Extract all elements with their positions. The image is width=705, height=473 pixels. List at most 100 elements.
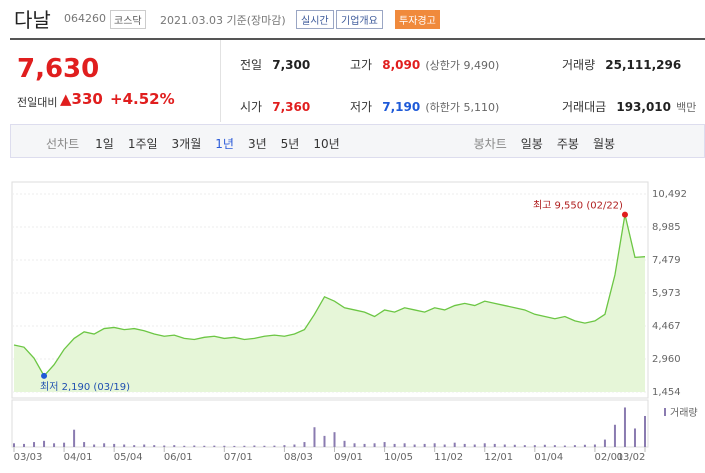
period-tab[interactable]: 10년 [313,137,340,151]
period-tab[interactable]: 1년 [215,137,234,151]
period-tab[interactable]: 1일 [95,137,114,151]
volume-legend-swatch [664,408,666,416]
cell-extra: 백만 [676,101,697,114]
change-label: 전일대비 [17,96,58,109]
volume-bar [73,429,76,447]
volume-bar [333,432,336,447]
volume-bar [513,444,516,447]
volume-bar [153,445,156,447]
volume-bar [353,443,356,447]
volume-bar [443,444,446,447]
tab-bar [10,124,705,158]
cell-extra: (상한가 9,490) [425,59,500,72]
x-tick-label: 10/05 [384,452,413,463]
volume-bar [373,443,376,447]
volume-frame [11,399,649,448]
y-tick-label: 4,467 [652,321,681,332]
volume-bar [163,445,166,447]
x-tick-label: 06/01 [164,452,193,463]
volume-bar [343,440,346,447]
volume-bar [573,445,576,447]
x-tick-label: 05/04 [114,452,143,463]
stock-name: 다날 [14,8,51,32]
volume-bar [613,424,616,447]
low-label: 최저 2,190 (03/19) [40,381,130,393]
volume-bar [273,445,276,447]
cell: 거래량 25,111,296 [562,54,681,73]
y-tick-label: 5,973 [652,288,681,299]
volume-bar [283,445,286,447]
volume-bar [533,445,536,447]
cell-value: 8,090 [382,58,421,72]
realtime-button[interactable]: 실시간 [296,10,334,29]
x-tick-label: 04/01 [64,452,93,463]
cell-label: 저가 [350,100,373,114]
cell-label: 고가 [350,58,373,72]
warning-badge: 투자경고 [395,10,440,29]
volume-bar [583,444,586,447]
volume-bar [23,443,26,447]
volume-bar [303,442,306,447]
x-tick-label: 07/01 [224,452,253,463]
y-tick-label: 8,985 [652,222,681,233]
volume-bar [13,443,15,447]
y-tick-label: 1,454 [652,387,681,398]
volume-bar [83,442,86,447]
x-tick-label: 11/02 [434,452,463,463]
volume-bar [253,445,256,447]
cell: 거래대금 193,010 백만 [562,96,696,115]
volume-bar [123,444,126,447]
cell-value: 7,190 [382,100,421,114]
y-tick-label: 7,479 [652,255,681,266]
company-button[interactable]: 기업개요 [336,10,383,29]
period-tab[interactable]: 3개월 [171,137,202,151]
cell-value: 25,111,296 [605,58,682,72]
cell-label: 거래량 [562,58,596,72]
volume-bar [53,443,56,447]
tab-label: 선차트 [46,137,80,151]
volume-legend: 거래량 [670,407,698,419]
volume-bar [133,445,136,447]
volume-bar [493,443,496,447]
stock-code: 064260 [64,12,106,25]
candle-tab[interactable]: 월봉 [592,137,616,151]
x-tick-label: 09/01 [334,452,363,463]
volume-bar [483,443,486,447]
volume-bar [243,445,246,447]
market-badge: 코스닥 [110,10,146,29]
volume-bar [183,445,186,447]
volume-bar [313,427,316,447]
period-tab[interactable]: 5년 [280,137,300,151]
x-tick-label: 12/01 [484,452,513,463]
candle-tab[interactable]: 주봉 [556,137,579,151]
volume-bar [393,443,396,447]
volume-bar [323,435,326,447]
volume-bar [644,415,646,447]
candle-tab[interactable]: 일봉 [520,137,543,151]
x-tick-label: 08/03 [284,452,313,463]
volume-bar [113,443,116,447]
cell: 전일 7,300 [240,54,310,73]
volume-bar [563,445,566,447]
price-area [14,214,645,392]
low-marker [41,372,48,379]
volume-bar [143,444,146,447]
x-tick-label: 03/03 [14,452,43,463]
period-tab[interactable]: 3년 [247,137,267,151]
volume-bar [633,428,636,447]
volume-bar [173,445,176,447]
cell-label: 전일 [240,58,263,72]
volume-bar [293,444,296,447]
rate: +4.52% [110,90,175,108]
volume-bar [423,443,426,447]
volume-bar [203,445,206,447]
volume-bar [523,445,526,447]
volume-bar [383,442,386,447]
volume-bar [623,407,626,447]
volume-bar [33,442,36,447]
price: 7,630 [17,54,100,84]
volume-bar [223,445,226,447]
period-tab[interactable]: 1주일 [127,137,158,151]
cell-value: 7,300 [272,58,311,72]
